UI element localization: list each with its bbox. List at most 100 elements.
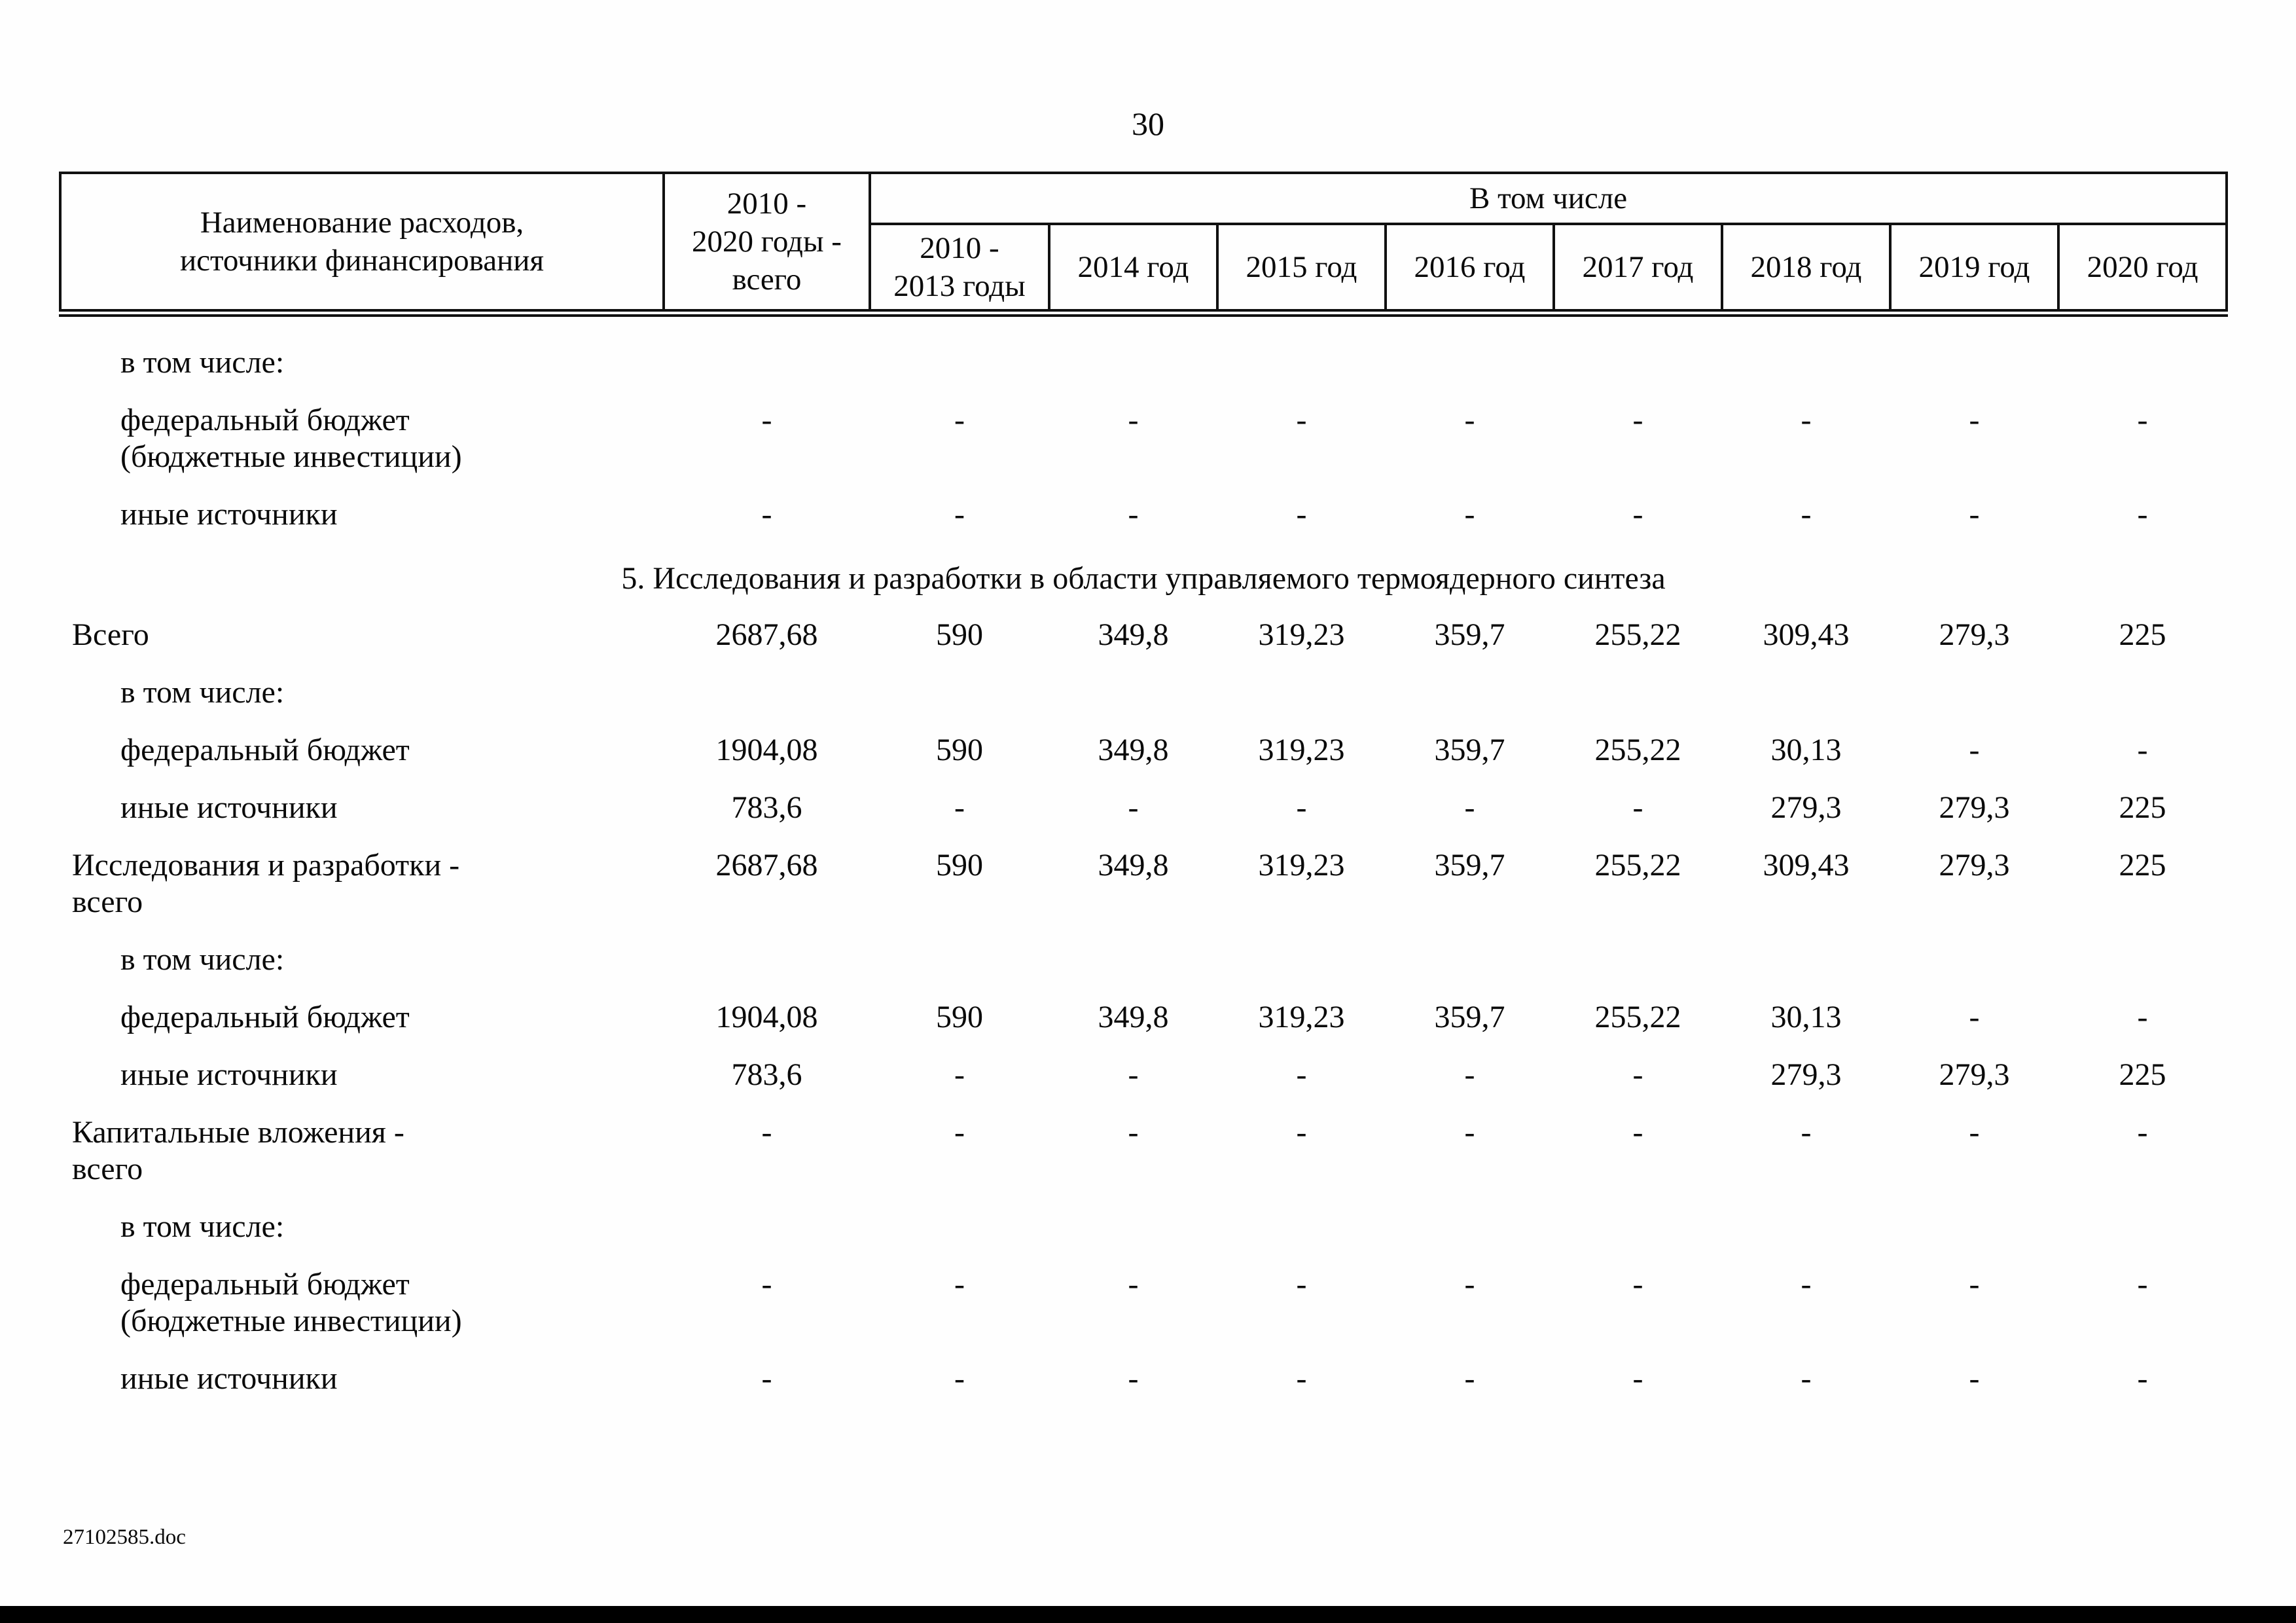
header-year-col: 2017 год	[1552, 223, 1723, 317]
cell-value: -	[761, 1361, 772, 1396]
cell-value	[2058, 1198, 2227, 1256]
cell-value	[1049, 1198, 1217, 1256]
cell-value: -	[1464, 497, 1475, 532]
cell-value	[1722, 1198, 1890, 1256]
header-year-col: 2019 год	[1889, 223, 2060, 317]
cell-value: -	[1969, 1115, 1980, 1150]
cell-value: -	[954, 1115, 965, 1150]
cell-value: 255,22	[1594, 733, 1681, 767]
cell-value: -	[1632, 790, 1643, 825]
table-row: в том числе:	[60, 1198, 2227, 1256]
page-number: 30	[1132, 105, 1164, 142]
row-label: Всего	[72, 617, 149, 652]
cell-value: -	[1969, 1000, 1980, 1034]
table-row: иные источники - - - - - - - - -	[60, 486, 2227, 543]
cell-value: -	[2137, 1115, 2148, 1150]
cell-value: 279,3	[1939, 617, 2010, 652]
cell-value: 30,13	[1770, 1000, 1842, 1034]
cell-value: 359,7	[1434, 733, 1505, 767]
cell-value: -	[954, 790, 965, 825]
table-body: в том числе: федеральный бюджет (бюджетны…	[60, 313, 2227, 1408]
cell-value: -	[1296, 1057, 1307, 1092]
header-year-col: 2014 год	[1048, 223, 1219, 317]
table-row: федеральный бюджет (бюджетные инвестиции…	[60, 392, 2227, 486]
cell-value: 225	[2119, 848, 2166, 883]
cell-value: -	[2137, 1000, 2148, 1034]
cell-value: -	[1632, 1267, 1643, 1302]
cell-value: 590	[936, 1000, 983, 1034]
cell-value: -	[2137, 733, 2148, 767]
table-row: иные источники - - - - - - - - -	[60, 1350, 2227, 1408]
cell-value: -	[1969, 497, 1980, 532]
cell-value	[870, 1198, 1049, 1256]
cell-value: 255,22	[1594, 617, 1681, 652]
row-label: в том числе:	[120, 345, 285, 380]
cell-value: -	[954, 1361, 965, 1396]
header-total-col: 2010 - 2020 годы - всего	[662, 172, 871, 317]
cell-value	[1890, 313, 2058, 392]
cell-value	[1217, 313, 1386, 392]
cell-value: 225	[2119, 1057, 2166, 1092]
cell-value	[1890, 664, 2058, 721]
table-row: федеральный бюджет 1904,08 590 349,8 319,23 3…	[60, 989, 2227, 1046]
row-label: федеральный бюджет (бюджетные инвестиции…	[120, 1267, 462, 1338]
cell-value: -	[761, 1267, 772, 1302]
table-row: в том числе:	[60, 313, 2227, 392]
table-row: федеральный бюджет (бюджетные инвестиции…	[60, 1256, 2227, 1350]
cell-value: -	[1801, 1115, 1812, 1150]
row-label: федеральный бюджет (бюджетные инвестиции…	[120, 403, 462, 474]
cell-value: 255,22	[1594, 1000, 1681, 1034]
cell-value: -	[1969, 403, 1980, 437]
cell-value	[664, 931, 870, 989]
cell-value: -	[2137, 403, 2148, 437]
section-row: 5. Исследования и разработки в области у…	[60, 543, 2227, 606]
cell-value: -	[2137, 1267, 2148, 1302]
cell-value: -	[1464, 1115, 1475, 1150]
cell-value: -	[1296, 497, 1307, 532]
cell-value	[664, 664, 870, 721]
cell-value: 225	[2119, 790, 2166, 825]
cell-value: -	[1128, 1115, 1139, 1150]
cell-value: -	[761, 1115, 772, 1150]
cell-value	[870, 931, 1049, 989]
cell-value	[870, 313, 1049, 392]
cell-value: 319,23	[1258, 617, 1345, 652]
table-row: федеральный бюджет 1904,08 590 349,8 319,23 3…	[60, 721, 2227, 779]
cell-value: 783,6	[731, 790, 802, 825]
row-label: в том числе:	[120, 942, 285, 977]
cell-value: -	[1969, 733, 1980, 767]
cell-value	[1386, 931, 1554, 989]
cell-value: 359,7	[1434, 617, 1505, 652]
cell-value	[1386, 1198, 1554, 1256]
header-name-col: Наименование расходов, источники финанси…	[59, 172, 665, 317]
footer-filename: 27102585.doc	[63, 1525, 186, 1549]
cell-value: 319,23	[1258, 733, 1345, 767]
row-label: федеральный бюджет	[120, 1000, 410, 1034]
cell-value: -	[1801, 403, 1812, 437]
cell-value: -	[1632, 1057, 1643, 1092]
cell-value: 309,43	[1763, 848, 1850, 883]
cell-value: -	[1464, 1361, 1475, 1396]
cell-value: 359,7	[1434, 848, 1505, 883]
cell-value	[1217, 931, 1386, 989]
cell-value: 2687,68	[715, 848, 818, 883]
cell-value: 30,13	[1770, 733, 1842, 767]
cell-value: -	[1801, 1361, 1812, 1396]
cell-value: -	[761, 497, 772, 532]
table-row: иные источники 783,6 - - - - - 279,3 279,3 225	[60, 1046, 2227, 1104]
table-row: Всего 2687,68 590 349,8 319,23 359,7 255,22 309…	[60, 606, 2227, 664]
cell-value: -	[1128, 790, 1139, 825]
cell-value	[1722, 313, 1890, 392]
cell-value	[1722, 664, 1890, 721]
cell-value	[664, 313, 870, 392]
cell-value	[1049, 664, 1217, 721]
cell-value: -	[1296, 403, 1307, 437]
cell-value	[1217, 664, 1386, 721]
header-year-col: 2015 год	[1216, 223, 1387, 317]
cell-value	[1554, 664, 1722, 721]
cell-value: 1904,08	[715, 733, 818, 767]
cell-value: -	[761, 403, 772, 437]
cell-value: -	[1464, 1057, 1475, 1092]
cell-value: 590	[936, 617, 983, 652]
cell-value: -	[954, 1057, 965, 1092]
